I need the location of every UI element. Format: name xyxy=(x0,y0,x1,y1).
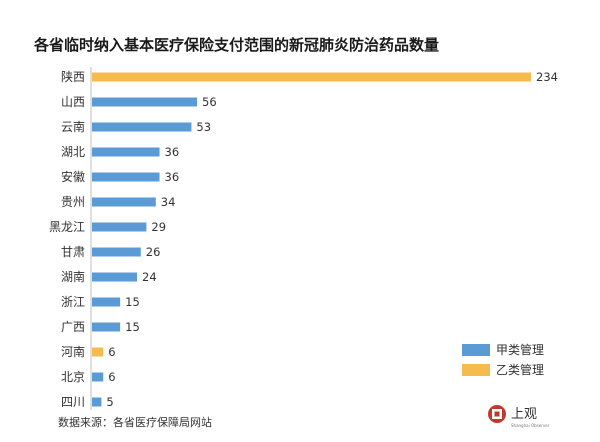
bar-1 xyxy=(92,97,198,107)
data-label: 15 xyxy=(125,320,140,334)
data-label: 36 xyxy=(165,170,180,184)
data-source: 数据来源：各省医疗保障局网站 xyxy=(58,415,212,429)
bar-9 xyxy=(92,297,121,307)
y-tick-label: 北京 xyxy=(61,370,85,384)
bars-group xyxy=(92,72,531,407)
bar-10 xyxy=(92,322,121,332)
data-label: 36 xyxy=(165,145,180,159)
shangguan-logo: 上观 Shanghai Observer xyxy=(488,405,550,428)
bar-0 xyxy=(92,72,531,82)
data-label: 6 xyxy=(108,370,115,384)
data-label: 24 xyxy=(142,270,157,284)
legend: 甲类管理 乙类管理 xyxy=(462,342,544,377)
legend-label-jia: 甲类管理 xyxy=(496,342,544,357)
y-tick-label: 山西 xyxy=(61,95,85,109)
data-label: 29 xyxy=(151,220,166,234)
y-tick-label: 四川 xyxy=(61,395,85,409)
y-tick-label: 云南 xyxy=(61,119,85,134)
y-tick-label: 陕西 xyxy=(61,69,85,84)
legend-swatch-yi xyxy=(462,364,490,376)
y-tick-label: 广西 xyxy=(61,320,85,334)
bar-3 xyxy=(92,147,160,157)
y-tick-label: 浙江 xyxy=(61,295,85,309)
data-label: 15 xyxy=(125,295,140,309)
logo-subtext: Shanghai Observer xyxy=(511,423,550,428)
bar-2 xyxy=(92,122,192,132)
data-label: 5 xyxy=(106,395,113,409)
y-tick-label: 河南 xyxy=(61,344,85,359)
bar-12 xyxy=(92,372,104,382)
legend-label-yi: 乙类管理 xyxy=(496,362,544,377)
bar-8 xyxy=(92,272,138,282)
y-tick-label: 甘肃 xyxy=(61,245,85,259)
y-tick-label: 黑龙江 xyxy=(49,220,85,234)
shangguan-logo-icon xyxy=(488,405,506,423)
y-tick-label: 安徽 xyxy=(61,169,85,184)
data-label: 53 xyxy=(196,120,211,134)
bar-5 xyxy=(92,197,156,207)
data-label: 26 xyxy=(146,245,161,259)
logo-text: 上观 xyxy=(511,407,537,422)
data-label: 34 xyxy=(161,195,176,209)
bar-4 xyxy=(92,172,160,182)
legend-swatch-jia xyxy=(462,344,490,356)
bar-7 xyxy=(92,247,141,257)
y-tick-label: 湖北 xyxy=(61,144,85,159)
chart-title: 各省临时纳入基本医疗保险支付范围的新冠肺炎防治药品数量 xyxy=(33,36,439,54)
data-label: 56 xyxy=(202,95,217,109)
y-tick-label: 湖南 xyxy=(61,269,85,284)
bar-6 xyxy=(92,222,147,232)
bar-13 xyxy=(92,397,102,407)
bar-11 xyxy=(92,347,104,357)
data-label: 6 xyxy=(108,345,115,359)
data-label: 234 xyxy=(536,70,558,84)
y-tick-label: 贵州 xyxy=(61,195,85,209)
